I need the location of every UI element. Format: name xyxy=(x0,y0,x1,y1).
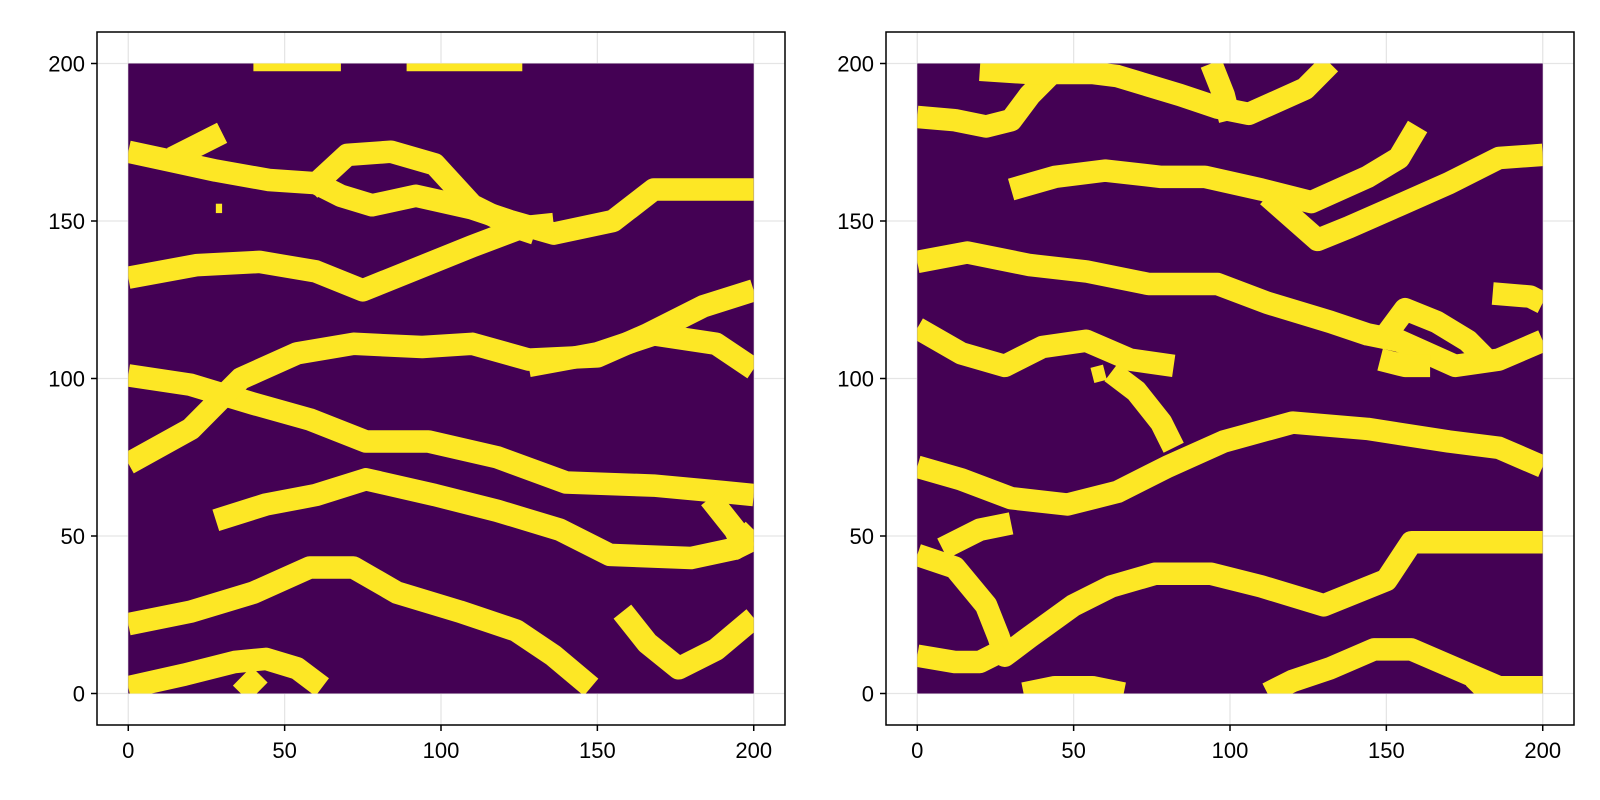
channel-band xyxy=(613,604,754,680)
y-tick-label: 50 xyxy=(850,524,874,549)
channel-cell xyxy=(1226,436,1234,447)
channel-group xyxy=(917,63,1543,694)
heatmap-panel-left: 0 50 100 150 200 0 50 100 150 200 xyxy=(48,31,786,763)
channel-band xyxy=(128,140,754,245)
channel-band xyxy=(917,639,1010,674)
y-tick-label: 50 xyxy=(61,524,85,549)
y-tick-label: 150 xyxy=(837,209,874,234)
heatmap-background xyxy=(917,63,1543,694)
x-tick-label: 100 xyxy=(1212,738,1249,763)
x-tick-label: 100 xyxy=(423,738,460,763)
x-tick-label: 0 xyxy=(911,738,923,763)
channel-band xyxy=(1377,297,1495,368)
channel-band xyxy=(1007,120,1428,214)
x-tick-label: 150 xyxy=(1368,738,1405,763)
channel-band xyxy=(1021,675,1126,694)
channel-band xyxy=(232,666,268,694)
y-tick-label: 0 xyxy=(73,682,85,707)
y-tick-label: 150 xyxy=(48,209,85,234)
channel-band xyxy=(917,411,1543,516)
channel-group xyxy=(128,63,754,694)
y-tick-label: 100 xyxy=(48,367,85,392)
x-tick-label: 50 xyxy=(272,738,296,763)
y-tick-label: 200 xyxy=(48,52,85,77)
channel-cell xyxy=(215,203,223,214)
channel-band xyxy=(937,512,1014,559)
heatmap-panel-right: 0 50 100 150 200 0 50 100 150 200 xyxy=(837,31,1575,763)
channel-band xyxy=(1377,348,1431,378)
channel-band xyxy=(1262,638,1543,694)
x-tick-label: 150 xyxy=(579,738,616,763)
channel-band xyxy=(128,647,329,694)
channel-band xyxy=(128,212,555,302)
channel-segment xyxy=(1090,364,1107,383)
channel-band xyxy=(917,318,1176,378)
y-tick-label: 200 xyxy=(837,52,874,77)
x-tick-label: 200 xyxy=(1524,738,1561,763)
channel-band xyxy=(979,63,1339,126)
channel-band xyxy=(1260,143,1543,252)
channel-band xyxy=(701,491,754,560)
channel-band xyxy=(128,556,599,694)
channel-band xyxy=(167,122,228,169)
channel-band xyxy=(917,531,1543,667)
channel-band xyxy=(1200,63,1241,123)
y-tick-label: 0 xyxy=(862,682,874,707)
channel-band xyxy=(526,323,754,379)
channel-band xyxy=(1465,672,1495,694)
y-tick-label: 100 xyxy=(837,367,874,392)
x-tick-label: 200 xyxy=(735,738,772,763)
channel-band xyxy=(212,468,754,570)
channel-band xyxy=(1491,282,1543,313)
channel-band xyxy=(917,241,1543,378)
x-tick-label: 0 xyxy=(122,738,134,763)
x-tick-label: 50 xyxy=(1061,738,1085,763)
channel-band xyxy=(1104,363,1184,453)
